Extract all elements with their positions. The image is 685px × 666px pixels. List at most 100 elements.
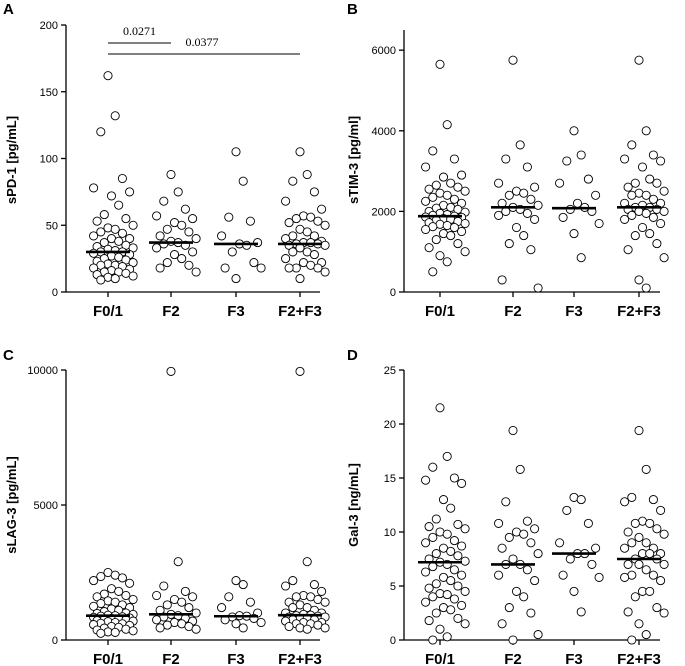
data-point — [173, 187, 183, 197]
y-tick-label: 100 — [40, 154, 58, 166]
data-point — [180, 204, 190, 214]
data-point — [302, 169, 312, 180]
data-point — [591, 543, 601, 553]
data-point — [623, 559, 633, 569]
data-point — [188, 214, 198, 224]
data-point — [620, 572, 630, 582]
data-point — [656, 505, 666, 515]
data-point — [522, 516, 532, 526]
data-point — [184, 227, 194, 237]
data-point — [320, 240, 330, 250]
data-point — [627, 190, 637, 200]
x-tick-label: F3 — [565, 651, 583, 666]
data-point — [562, 505, 572, 515]
data-point — [641, 538, 651, 548]
data-point — [110, 274, 120, 284]
data-point — [424, 243, 434, 253]
data-point — [645, 229, 655, 239]
data-point — [320, 220, 330, 230]
data-point — [533, 630, 543, 640]
data-point — [231, 147, 241, 157]
data-point — [155, 231, 165, 241]
data-point — [438, 172, 449, 182]
data-point — [177, 254, 187, 264]
x-tick-label: F3 — [227, 651, 245, 666]
data-point — [511, 586, 522, 596]
data-point — [446, 576, 456, 586]
data-point — [424, 583, 434, 593]
data-point — [431, 579, 441, 589]
data-point — [424, 616, 434, 626]
data-point — [526, 538, 536, 548]
x-tick-label: F0/1 — [93, 303, 123, 320]
data-point — [442, 451, 452, 461]
data-point — [224, 592, 234, 602]
data-point — [508, 635, 518, 645]
data-point — [442, 190, 452, 200]
data-point — [583, 174, 593, 184]
data-point — [533, 549, 543, 559]
data-point — [421, 162, 431, 172]
data-point — [620, 154, 630, 164]
data-point — [576, 150, 586, 160]
data-point — [291, 214, 301, 224]
data-point — [659, 206, 669, 216]
data-point — [449, 473, 459, 483]
data-point — [449, 222, 459, 233]
data-point — [128, 220, 138, 230]
data-point — [188, 247, 198, 257]
x-tick-label: F2 — [162, 651, 180, 666]
data-point — [110, 111, 120, 121]
data-point — [641, 464, 651, 474]
data-point — [442, 120, 452, 130]
data-point — [641, 190, 651, 200]
data-point — [242, 240, 252, 250]
x-tick-label: F2+F3 — [617, 651, 661, 666]
data-point — [634, 425, 644, 436]
data-point — [446, 503, 456, 513]
data-point — [623, 182, 633, 192]
y-tick-label: 50 — [46, 220, 58, 232]
data-point — [166, 169, 176, 180]
x-tick-label: F3 — [227, 303, 245, 320]
data-point — [630, 231, 640, 241]
data-point — [431, 549, 441, 559]
data-point — [281, 581, 291, 591]
data-point — [295, 366, 305, 376]
data-point — [152, 243, 162, 253]
y-tick-label: 200 — [40, 20, 58, 32]
data-point — [453, 239, 463, 249]
data-point — [220, 263, 230, 273]
data-point — [515, 464, 525, 474]
data-point — [522, 208, 532, 218]
data-point — [89, 248, 99, 258]
data-point — [576, 495, 586, 505]
data-point — [421, 538, 431, 548]
data-point — [623, 245, 633, 255]
data-point — [530, 524, 540, 534]
y-tick-label: 5 — [390, 581, 396, 593]
data-point — [191, 267, 201, 277]
data-point — [519, 592, 529, 602]
data-point — [284, 263, 294, 273]
data-point — [284, 218, 294, 228]
data-point — [238, 580, 248, 590]
data-point — [114, 236, 124, 246]
data-point — [457, 478, 467, 488]
data-point — [245, 216, 255, 226]
data-point — [533, 283, 543, 293]
data-point — [641, 283, 651, 293]
data-point — [494, 570, 504, 580]
data-point — [96, 571, 106, 582]
data-point — [558, 570, 568, 580]
y-tick-label: 5000 — [34, 500, 58, 512]
data-point — [460, 524, 470, 534]
data-point — [583, 518, 593, 528]
data-point — [421, 196, 431, 206]
data-point — [637, 162, 648, 172]
data-point — [533, 200, 543, 210]
data-point — [320, 623, 330, 633]
data-point — [446, 178, 456, 188]
data-point — [519, 529, 529, 539]
data-point — [449, 536, 459, 546]
